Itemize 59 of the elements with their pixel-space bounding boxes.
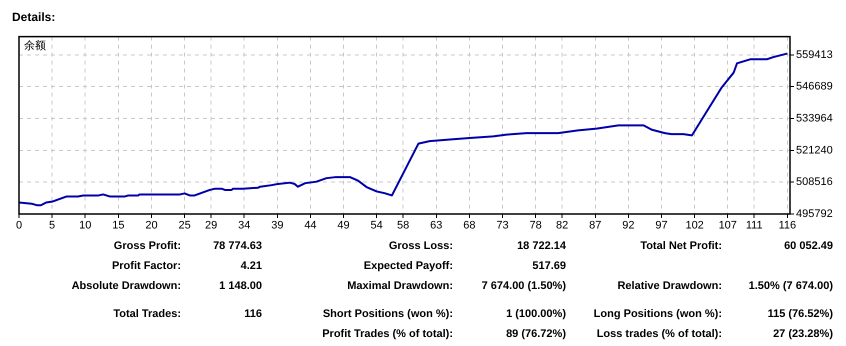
x-tick-label: 44 bbox=[304, 220, 317, 232]
text: 517.69 bbox=[532, 260, 566, 272]
text: 78 774.63 bbox=[213, 240, 262, 252]
x-tick-label: 87 bbox=[589, 220, 602, 232]
x-tick-label: 78 bbox=[530, 220, 542, 232]
text: Short Positions (won %): bbox=[322, 308, 453, 320]
y-tick-label: 495792 bbox=[796, 208, 833, 220]
text: Long Positions (won %): bbox=[594, 308, 722, 320]
text: Relative Drawdown: bbox=[617, 280, 722, 292]
x-tick-label: 20 bbox=[145, 220, 158, 232]
x-tick-label: 73 bbox=[496, 220, 509, 232]
text: Profit Trades (% of total): bbox=[322, 328, 453, 340]
x-tick-label: 39 bbox=[271, 220, 284, 232]
x-tick-label: 54 bbox=[370, 220, 383, 232]
text: 116 bbox=[244, 308, 262, 320]
text: 89 (76.72%) bbox=[506, 328, 566, 340]
text: Maximal Drawdown: bbox=[347, 280, 453, 292]
text: 1.50% (7 674.00) bbox=[748, 280, 833, 292]
x-tick-label: 111 bbox=[746, 220, 763, 232]
x-tick-label: 58 bbox=[397, 220, 410, 232]
x-tick-label: 68 bbox=[463, 220, 476, 232]
text: Gross Profit: bbox=[114, 240, 181, 252]
text: 余额 bbox=[24, 39, 46, 52]
text: Absolute Drawdown: bbox=[72, 280, 181, 292]
text: 1 (100.00%) bbox=[506, 308, 566, 320]
y-tick-label: 521240 bbox=[796, 144, 833, 156]
x-tick-label: 5 bbox=[49, 220, 56, 232]
x-tick-label: 97 bbox=[655, 220, 668, 232]
x-tick-label: 25 bbox=[178, 220, 191, 232]
text: Gross Loss: bbox=[388, 240, 453, 252]
x-tick-label: 116 bbox=[778, 220, 796, 232]
x-tick-label: 10 bbox=[79, 220, 92, 232]
x-tick-label: 92 bbox=[622, 220, 635, 232]
text: 27 (23.28%) bbox=[773, 328, 833, 340]
x-tick-label: 63 bbox=[430, 220, 442, 232]
x-tick-label: 29 bbox=[204, 220, 218, 232]
x-tick-label: 0 bbox=[16, 220, 22, 232]
text: Loss trades (% of total): bbox=[596, 328, 722, 340]
chart-title: Details: bbox=[12, 10, 56, 24]
y-tick-label: 546689 bbox=[796, 80, 833, 93]
text: 1 148.00 bbox=[219, 280, 262, 292]
text: Total Trades: bbox=[113, 308, 181, 320]
x-tick-label: 82 bbox=[556, 220, 568, 232]
x-tick-label: 15 bbox=[112, 220, 124, 232]
y-tick-label: 559413 bbox=[796, 48, 833, 61]
text: Profit Factor: bbox=[112, 260, 181, 272]
text: 18 722.14 bbox=[517, 240, 566, 252]
text: 4.21 bbox=[240, 260, 262, 272]
text: 115 (76.52%) bbox=[768, 308, 833, 320]
x-tick-label: 49 bbox=[337, 220, 350, 232]
text: 60 052.49 bbox=[784, 240, 833, 252]
y-tick-label: 533964 bbox=[796, 112, 833, 124]
text: Total Net Profit: bbox=[640, 240, 722, 252]
x-tick-label: 107 bbox=[718, 220, 737, 232]
text: 7 674.00 (1.50%) bbox=[482, 280, 566, 292]
x-tick-label: 34 bbox=[238, 220, 250, 232]
text: Expected Payoff: bbox=[364, 260, 453, 272]
y-tick-label: 508516 bbox=[796, 176, 833, 188]
x-tick-label: 102 bbox=[685, 220, 704, 232]
